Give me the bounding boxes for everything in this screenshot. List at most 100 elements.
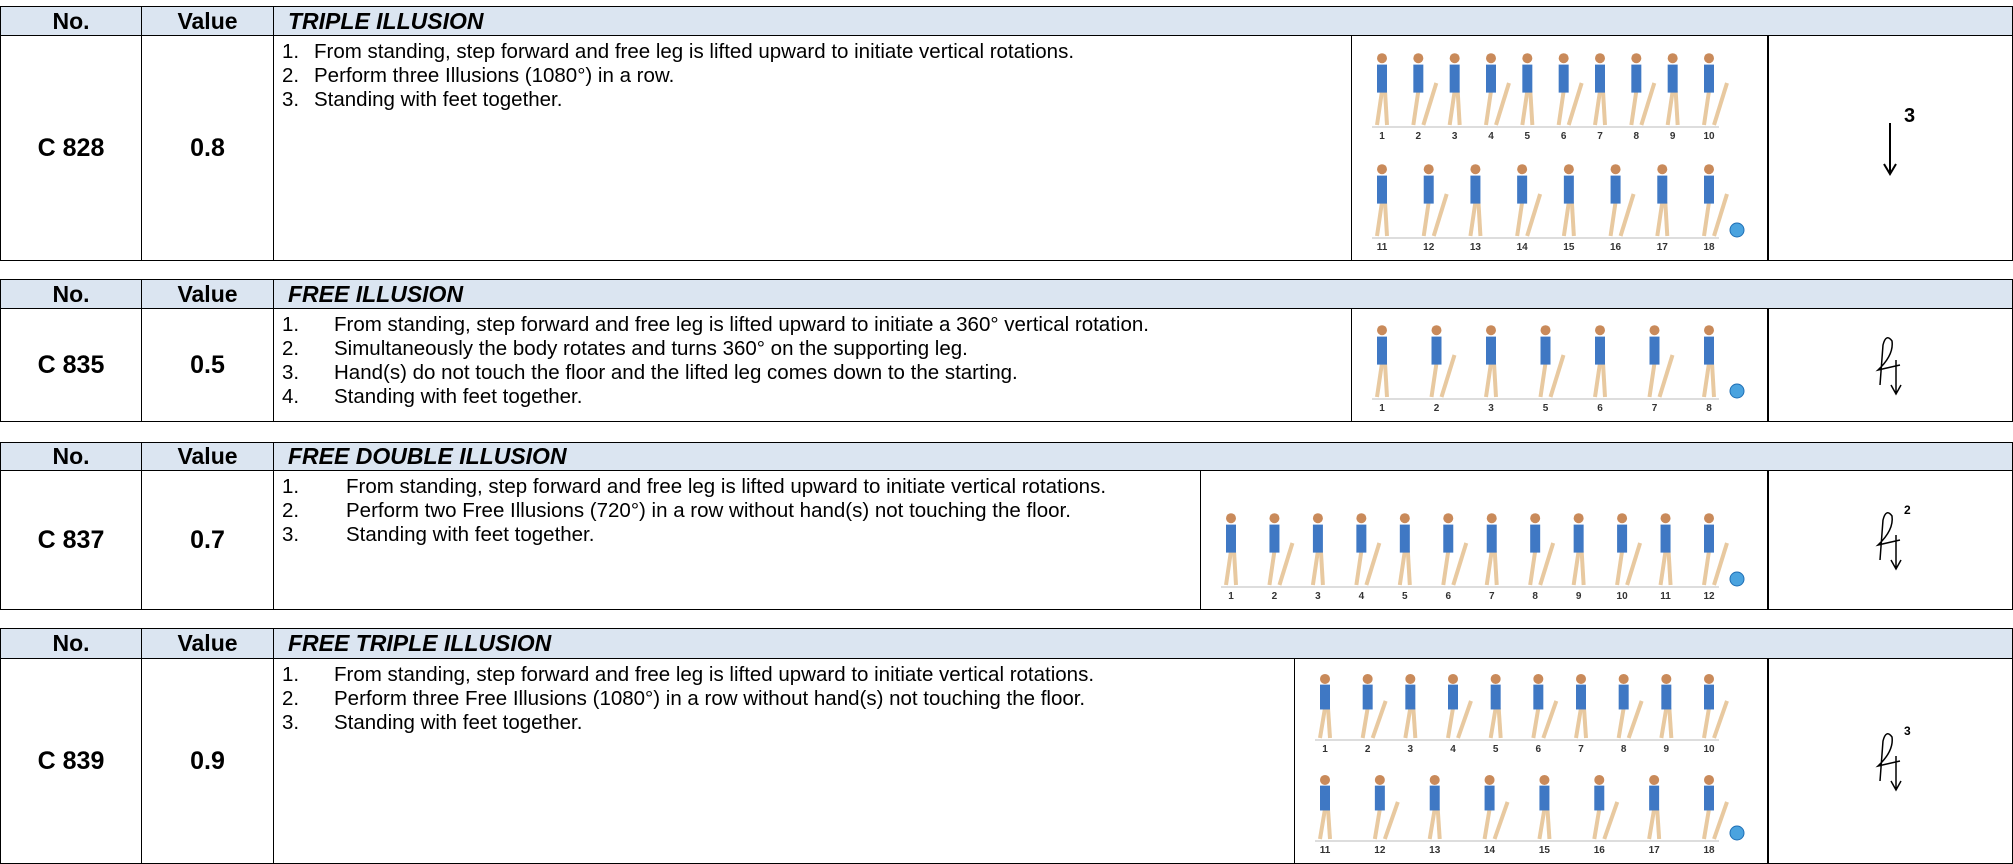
step-text: From standing, step forward and free leg… <box>334 313 1149 336</box>
torso <box>1649 785 1660 811</box>
leg <box>1456 700 1473 739</box>
steps: 1. From standing, step forward and free l… <box>273 308 1352 422</box>
symbol-drawing: 2 <box>1875 503 1911 571</box>
leg <box>1326 707 1332 739</box>
leg <box>1354 550 1364 586</box>
gymnast-figure <box>1561 164 1576 237</box>
head <box>1517 164 1528 175</box>
frame-label: 1 <box>1322 744 1328 755</box>
header-value: Value <box>141 628 274 659</box>
torso <box>1594 785 1605 811</box>
header-value: Value <box>141 279 274 309</box>
leg <box>1647 808 1657 840</box>
torso <box>1661 684 1672 710</box>
step-text: From standing, step forward and free leg… <box>314 40 1075 63</box>
torso <box>1618 684 1629 710</box>
step-number: 2. <box>282 64 300 87</box>
head <box>1704 53 1714 64</box>
leg <box>1545 808 1552 840</box>
leg <box>1673 90 1680 126</box>
torso <box>1704 785 1714 811</box>
step: 3. Standing with feet together. <box>282 523 594 547</box>
element-code: C 835 <box>0 308 142 422</box>
leg <box>1375 90 1384 126</box>
head <box>1490 673 1501 684</box>
leg <box>1537 808 1547 840</box>
leg <box>1439 354 1457 398</box>
end-marker <box>1729 571 1745 587</box>
gymnast-figure <box>1515 164 1543 237</box>
leg <box>1702 362 1711 398</box>
frame-label: 3 <box>1408 744 1414 755</box>
gymnast-figure <box>1702 513 1729 586</box>
gymnast-figure <box>1528 513 1556 586</box>
frame-label: 2 <box>1434 403 1440 414</box>
header-no: No. <box>0 6 142 36</box>
leg <box>1657 354 1675 398</box>
head <box>1660 513 1671 524</box>
gymnast-figure <box>1468 164 1483 237</box>
header-title: FREE ILLUSION <box>273 279 2013 309</box>
step: 3. Standing with feet together. <box>282 711 582 735</box>
leg <box>1702 90 1711 126</box>
frame-label: 8 <box>1532 591 1538 602</box>
head <box>1530 513 1541 524</box>
leg <box>1601 362 1607 398</box>
leg <box>1658 550 1668 586</box>
torso <box>1448 684 1458 710</box>
head <box>1539 774 1550 785</box>
leg <box>1639 82 1657 126</box>
gymnast-figure <box>1702 53 1729 126</box>
end-marker <box>1729 383 1745 399</box>
leg <box>1427 808 1437 840</box>
gymnast-figure <box>1659 673 1674 739</box>
leg <box>1602 801 1620 840</box>
leg <box>1318 550 1325 586</box>
frame-label: 1 <box>1379 131 1385 142</box>
torso <box>1356 524 1367 553</box>
torso <box>1563 175 1574 204</box>
head <box>1399 513 1410 524</box>
frame-label: 6 <box>1561 131 1567 142</box>
torso <box>1631 64 1642 93</box>
head <box>1595 325 1605 336</box>
head <box>1657 164 1668 175</box>
illustration: 1 2 3 4 5 6 7 8 9 10 11 12 13 14 15 16 17 18 <box>1351 35 1769 261</box>
gymnast-figure <box>1375 164 1389 237</box>
torso <box>1431 336 1442 365</box>
symbol-superscript: 3 <box>1904 108 1915 127</box>
element-code: C 837 <box>0 470 142 610</box>
head <box>1563 164 1574 175</box>
head <box>1423 164 1434 175</box>
frame-label: 7 <box>1597 131 1603 142</box>
head <box>1448 673 1458 684</box>
element-value: 0.5 <box>141 308 274 422</box>
torso <box>1377 336 1387 365</box>
leg <box>1659 707 1669 739</box>
steps: 1. From standing, step forward and free l… <box>273 470 1201 610</box>
gymnast-figure <box>1447 53 1462 126</box>
leg <box>1647 362 1657 398</box>
torso <box>1226 524 1236 553</box>
torso <box>1405 684 1416 710</box>
leg <box>1574 707 1583 739</box>
torso <box>1649 336 1660 365</box>
leg <box>1702 550 1711 586</box>
symbol-superscript: 3 <box>1904 724 1911 738</box>
gymnast-figure <box>1574 673 1588 739</box>
torso <box>1660 524 1671 553</box>
end-marker <box>1729 222 1745 238</box>
leg <box>1277 542 1295 586</box>
frame-label: 15 <box>1563 242 1575 253</box>
frame-label: 5 <box>1525 131 1531 142</box>
head <box>1576 673 1586 684</box>
illustration: 1 2 3 4 5 6 7 8 9 10 11 12 <box>1200 470 1769 610</box>
leg <box>1538 362 1548 398</box>
leg <box>1383 201 1389 237</box>
frame-label: 14 <box>1484 845 1496 856</box>
step-number: 3. <box>282 523 300 546</box>
torso <box>1704 64 1714 93</box>
leg <box>1370 700 1388 739</box>
illustration-drawing: 1 2 3 5 6 7 8 <box>1372 325 1745 414</box>
gymnast-figure <box>1484 325 1498 398</box>
